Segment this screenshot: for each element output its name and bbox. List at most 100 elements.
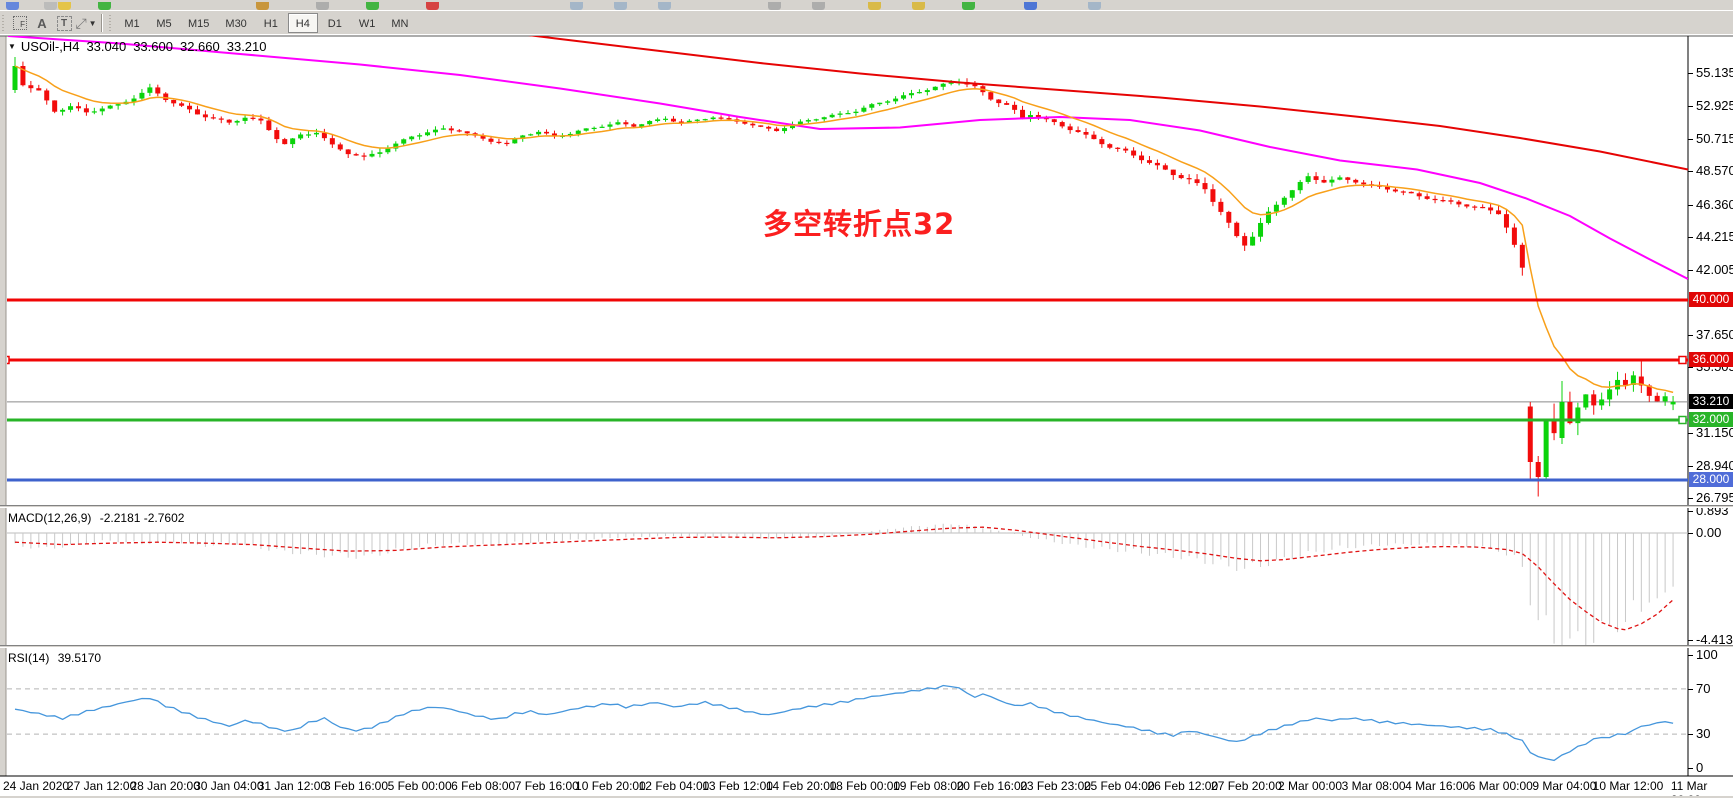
toolbar-partial-icon-9[interactable]	[614, 2, 627, 10]
date-label-12: 14 Feb 20:00	[765, 779, 837, 793]
toolbar-partial-icon-14[interactable]	[912, 2, 925, 10]
fast-ma	[14, 65, 1674, 394]
price-tick-55.135-tick	[1688, 72, 1693, 74]
boxed-t-icon: T	[56, 15, 72, 31]
timeframe-button-M5[interactable]: M5	[149, 13, 179, 33]
date-label-14: 19 Feb 08:00	[893, 779, 964, 793]
date-label-10: 12 Feb 04:00	[638, 779, 710, 793]
toolbar-partial-icon-7[interactable]	[426, 2, 439, 10]
price-tick-44.215: 44.215	[1696, 228, 1733, 244]
rsi-tick-100: 100	[1696, 647, 1718, 662]
timeframe-button-D1[interactable]: D1	[320, 13, 350, 33]
toolbar-row-clipped	[0, 0, 1733, 10]
ohlc-open: 33.040	[86, 39, 127, 54]
toolbar-partial-icon-6[interactable]	[366, 2, 379, 10]
date-label-1: 27 Jan 12:00	[66, 779, 137, 793]
draw-arrows-tool[interactable]: ⤢ ▼	[75, 13, 97, 33]
date-label-11: 13 Feb 12:00	[702, 779, 773, 793]
chart-window: ▼ USOil-,H4 33.040 33.600 32.660 33.210 多空转折点…	[0, 34, 1733, 798]
toolbar-partial-icon-2[interactable]	[58, 2, 71, 10]
date-label-16: 23 Feb 23:00	[1020, 779, 1091, 793]
date-label-24: 9 Mar 04:00	[1532, 779, 1597, 793]
date-label-8: 7 Feb 16:00	[514, 779, 579, 793]
timeframe-button-MN[interactable]: MN	[384, 13, 415, 33]
rsi-tick-70: 70	[1696, 680, 1711, 696]
ohlc-low: 32.660	[179, 39, 220, 54]
toolbar-partial-icon-17[interactable]	[1088, 2, 1101, 10]
timeframe-button-H4[interactable]: H4	[287, 13, 318, 33]
macd-tick-0.893-tick	[1688, 511, 1693, 513]
price-badge-32.000: 32.000	[1689, 412, 1733, 427]
date-label-5: 3 Feb 16:00	[323, 779, 389, 793]
slow-ma	[527, 36, 1688, 171]
date-label-3: 30 Jan 04:00	[194, 779, 264, 793]
hline-handle-36[interactable]	[1678, 355, 1687, 365]
panel-splitter-rsi[interactable]	[0, 645, 1733, 648]
macd-values: -2.2181 -2.7602	[99, 511, 185, 525]
toolbar-grip-2[interactable]	[109, 15, 113, 31]
price-tick-52.925-tick	[1688, 106, 1693, 108]
hline-handle-36[interactable]	[2, 355, 10, 365]
price-tick-46.360: 46.360	[1696, 196, 1733, 212]
rsi-line	[14, 684, 1674, 762]
date-label-26: 11 Mar 20:00	[1670, 779, 1708, 798]
main-chart-plot[interactable]	[2, 34, 1688, 497]
toolbar-grip[interactable]	[2, 15, 6, 31]
text-box-tool[interactable]: T	[53, 13, 75, 33]
panel-splitter-macd[interactable]	[0, 505, 1733, 508]
toolbar-partial-icon-1[interactable]	[44, 2, 57, 10]
chart-left-gutter	[0, 36, 6, 776]
price-tick-31.150-tick	[1688, 432, 1693, 434]
toolbar-partial-icon-10[interactable]	[658, 2, 671, 10]
price-tick-28.940-tick	[1688, 465, 1693, 467]
toolbar-partial-icon-0[interactable]	[6, 2, 19, 10]
ohlc-high: 33.600	[133, 39, 173, 54]
medium-ma	[7, 36, 1688, 280]
price-tick-26.795: 26.795	[1696, 490, 1733, 506]
price-badge-28.000: 28.000	[1689, 472, 1733, 487]
price-tick-55.135: 55.135	[1696, 64, 1733, 80]
price-tick-50.715: 50.715	[1696, 131, 1733, 147]
date-label-2: 28 Jan 20:00	[130, 779, 200, 793]
rsi-tick-30: 30	[1696, 726, 1711, 742]
date-label-22: 4 Mar 16:00	[1405, 779, 1470, 793]
date-label-6: 5 Feb 00:00	[387, 779, 452, 793]
toolbar-partial-icon-16[interactable]	[1024, 2, 1037, 10]
symbol-dropdown-icon[interactable]: ▼	[8, 42, 16, 51]
select-grid-tool[interactable]: F	[9, 13, 31, 33]
macd-tick--4.4131-tick	[1688, 639, 1693, 641]
text-a-tool[interactable]: A	[31, 13, 53, 33]
price-tick-28.940: 28.940	[1696, 457, 1733, 473]
date-label-9: 10 Feb 20:00	[575, 779, 646, 793]
timeframe-button-M30[interactable]: M30	[218, 13, 253, 33]
macd-tick-0.00: 0.00	[1696, 525, 1722, 540]
date-label-19: 27 Feb 20:00	[1211, 779, 1282, 793]
toolbar-partial-icon-12[interactable]	[812, 2, 825, 10]
hline-handle-32[interactable]	[1678, 415, 1687, 425]
chart-annotation-text[interactable]: 多空转折点32	[763, 207, 956, 241]
timeframe-button-M15[interactable]: M15	[181, 13, 216, 33]
toolbar-partial-icon-11[interactable]	[768, 2, 781, 10]
price-tick-48.570: 48.570	[1696, 163, 1733, 179]
candles	[12, 57, 1676, 497]
timeframe-button-M1[interactable]: M1	[117, 13, 147, 33]
chevron-down-icon[interactable]: ▼	[88, 18, 97, 28]
timeframe-button-W1[interactable]: W1	[352, 13, 383, 33]
price-tick-31.150: 31.150	[1696, 424, 1733, 440]
toolbar-partial-icon-15[interactable]	[962, 2, 975, 10]
price-badge-33.210: 33.210	[1689, 393, 1733, 409]
price-badge-40.000: 40.000	[1689, 292, 1733, 307]
rsi-name: RSI(14)	[8, 651, 50, 665]
toolbar-partial-icon-4[interactable]	[256, 2, 269, 10]
toolbar-partial-icon-3[interactable]	[98, 2, 111, 10]
date-label-0: 24 Jan 2020	[3, 779, 70, 793]
toolbar: F A T ⤢ ▼ M1 M5 M15 M30 H1 H4 D1 W1 MN	[0, 10, 1733, 36]
toolbar-partial-icon-5[interactable]	[316, 2, 329, 10]
rsi-tick-0: 0	[1696, 760, 1704, 775]
toolbar-partial-icon-8[interactable]	[570, 2, 583, 10]
chart-canvas[interactable]	[0, 34, 1733, 798]
timeframe-button-H1[interactable]: H1	[256, 13, 286, 33]
toolbar-partial-icon-13[interactable]	[868, 2, 881, 10]
